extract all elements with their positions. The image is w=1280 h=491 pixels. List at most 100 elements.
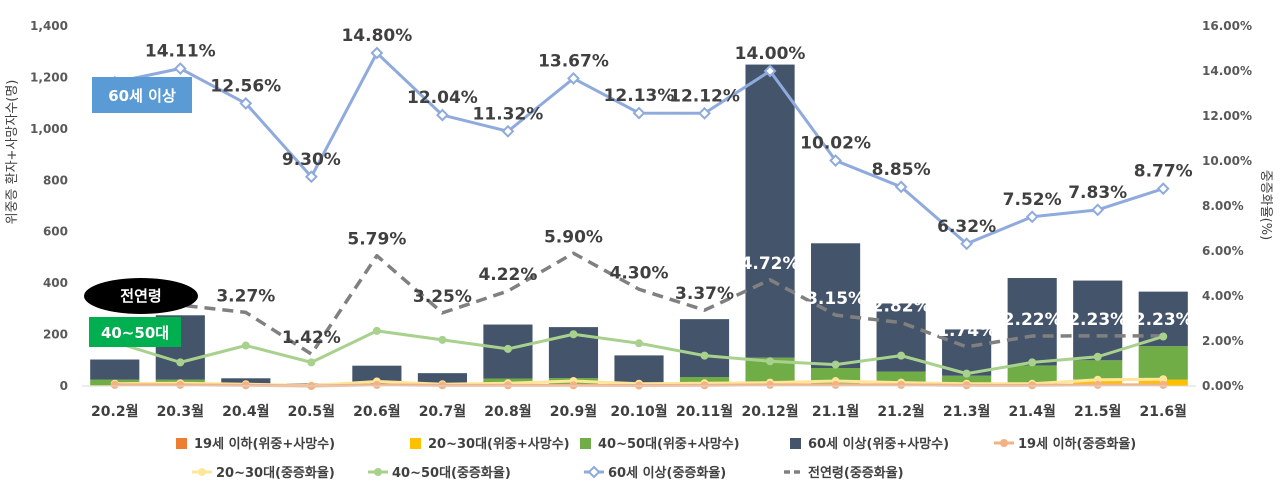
x-tick: 20.12월 (741, 403, 798, 420)
data-label-all: 2.23% (1068, 310, 1127, 330)
line-point (307, 358, 316, 367)
y-tick-left: 800 (43, 173, 68, 187)
y-tick-left: 400 (43, 276, 68, 290)
x-tick: 20.6월 (353, 403, 400, 420)
line-point (239, 96, 253, 110)
bar-segment (745, 64, 795, 358)
legend-label: 전연령(중증화율) (808, 465, 904, 481)
line-point (1091, 203, 1105, 217)
line-point (372, 326, 381, 335)
bar-segment (811, 368, 861, 384)
data-label-60: 12.12% (669, 86, 740, 106)
y-tick-left: 600 (43, 225, 68, 239)
legend-swatch (580, 438, 591, 449)
badge-age4050: 40~50대 (89, 317, 181, 347)
data-label-all: 2.82% (872, 297, 931, 317)
badge-age4050-bg (89, 317, 181, 347)
bar-group (90, 64, 1188, 387)
legend-swatch (410, 438, 421, 449)
line-point (632, 106, 646, 120)
y-tick-right: 2.00% (1202, 334, 1244, 348)
y-tick-left: 1,000 (30, 122, 68, 136)
line-point (1093, 352, 1102, 361)
line-point (176, 380, 185, 389)
line-point (110, 380, 119, 389)
bar-segment (1007, 278, 1057, 366)
y-axis-left: 0 200 400 600 800 1,000 1,200 1,400 (30, 19, 68, 393)
data-label-all: 4.30% (610, 263, 669, 283)
y-axis-right-title: 중증화율(%) (1258, 170, 1273, 240)
y-tick-right: 6.00% (1202, 244, 1244, 258)
badge-all-bg (84, 278, 198, 314)
y-tick-right: 0.00% (1202, 379, 1244, 393)
y-tick-left: 1,200 (30, 70, 68, 84)
data-label-60: 7.52% (1003, 190, 1062, 210)
legend-label: 20~30대(중증화율) (216, 465, 335, 481)
legend-swatch-marker (198, 468, 206, 476)
line-point (438, 381, 447, 390)
line-point (501, 124, 515, 138)
x-tick: 20.9월 (550, 403, 597, 420)
line-point (766, 380, 775, 389)
x-tick: 20.10월 (610, 403, 667, 420)
legend-swatch (176, 438, 187, 449)
line-point (569, 381, 578, 390)
data-label-all: 3.15% (806, 289, 865, 309)
data-label-all: 4.72% (741, 254, 800, 274)
bar-segment (1073, 360, 1123, 380)
badge-age60-bg (92, 77, 192, 113)
data-labels: 14.11% 12.56% 9.30% 14.80% 12.04%11.32% 13.67… (145, 26, 1193, 348)
line-point (635, 339, 643, 348)
y-axis-right: 0.00% 2.00% 4.00% 6.00% 8.00% 10.00% 12.00% 14.… (1202, 19, 1252, 393)
x-tick: 21.4월 (1008, 403, 1055, 420)
line-point (894, 180, 908, 194)
data-label-all: 1.74% (937, 321, 996, 341)
line-point (241, 381, 250, 390)
data-label-all: 3.27% (216, 286, 275, 306)
line-point (435, 108, 449, 122)
y-tick-left: 200 (43, 328, 68, 342)
data-label-60: 12.04% (407, 88, 478, 108)
line-point (831, 360, 840, 369)
x-tick: 21.5월 (1074, 403, 1121, 420)
line-point (962, 381, 971, 390)
data-label-60: 13.67% (538, 51, 609, 71)
data-label-60: 14.00% (735, 44, 806, 64)
y-tick-right: 12.00% (1202, 109, 1252, 123)
data-label-all: 2.23% (1134, 310, 1193, 330)
data-label-all: 3.37% (675, 284, 734, 304)
line-point (1025, 210, 1039, 224)
legend-label: 19세 이하(중증화율) (1018, 436, 1136, 452)
data-label-60: 14.80% (341, 26, 412, 46)
legend-label: 60세 이상(중증화율) (608, 465, 726, 481)
y-tick-right: 10.00% (1202, 154, 1252, 168)
line-point (1156, 182, 1170, 196)
line-point (897, 380, 906, 389)
data-label-all: 2.22% (1003, 310, 1062, 330)
line-point (304, 170, 318, 184)
legend-label: 20~30대(위중+사망수) (428, 436, 570, 452)
legend-label: 40~50대(위중+사망수) (598, 436, 740, 452)
data-label-all: 5.79% (347, 230, 406, 250)
line-point (1159, 380, 1168, 389)
data-label-60: 7.83% (1068, 183, 1127, 203)
x-tick: 21.6월 (1140, 403, 1187, 420)
line-point (372, 380, 381, 389)
line-point (370, 46, 384, 60)
line-point (831, 380, 840, 389)
y-tick-right: 16.00% (1202, 19, 1252, 33)
legend-swatch-marker (1000, 439, 1008, 447)
data-label-60: 11.32% (473, 104, 544, 124)
line-point (503, 344, 512, 353)
x-tick: 20.7월 (419, 403, 466, 420)
badge-age4050-label: 40~50대 (101, 324, 169, 342)
y-tick-right: 14.00% (1202, 64, 1252, 78)
line-series (114, 251, 1164, 356)
data-label-60: 10.02% (800, 134, 871, 154)
x-tick: 21.1월 (812, 403, 859, 420)
y-tick-right: 4.00% (1202, 289, 1244, 303)
line-point (962, 369, 971, 378)
data-label-60: 8.77% (1134, 162, 1193, 182)
y-tick-left: 0 (60, 379, 68, 393)
